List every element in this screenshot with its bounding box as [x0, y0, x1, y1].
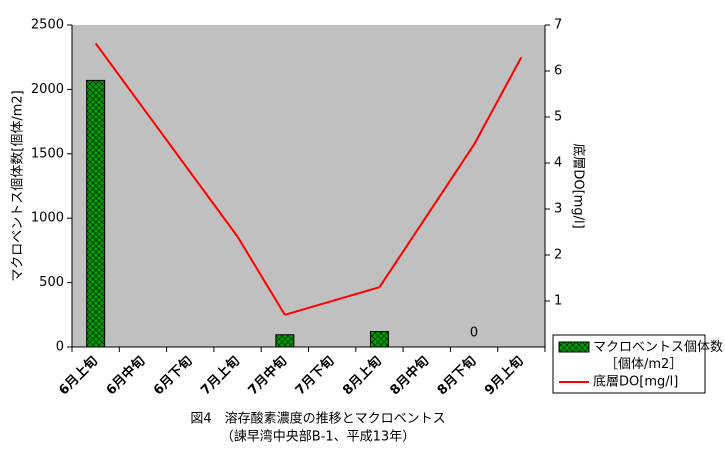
- bar: [369, 331, 389, 348]
- caption: （諫早湾中央部B-1、平成13年）: [221, 429, 415, 445]
- legend-label-line: ［個体/m2］: [605, 357, 682, 372]
- x-tick-label: 8月中旬: [387, 353, 432, 398]
- y2-tick-label: 1: [554, 294, 562, 309]
- x-tick-label: 8月上旬: [339, 353, 384, 398]
- legend-swatch: [558, 341, 590, 353]
- x-tick-label: 7月中旬: [245, 353, 290, 398]
- y-tick-label: 0: [56, 340, 64, 355]
- line-segment: [236, 236, 286, 316]
- x-tick-label: 6月上旬: [56, 353, 101, 398]
- y2-tick-label: 4: [554, 156, 562, 171]
- y-tick-label: 2500: [31, 18, 64, 33]
- y-tick-label: 500: [39, 275, 64, 290]
- legend-label-line: マクロベントス個体数: [593, 340, 723, 355]
- y-tick-label: 1500: [31, 146, 64, 161]
- line-segment: [284, 286, 380, 316]
- bar: [86, 79, 106, 348]
- x-tick-label: 6月中旬: [103, 353, 148, 398]
- x-tick-label: 7月下旬: [292, 353, 337, 398]
- x-tick-label: 6月下旬: [150, 353, 195, 398]
- line-segment: [473, 56, 523, 146]
- y2-tick-label: 5: [554, 110, 562, 125]
- x-tick-label: 9月上旬: [481, 353, 526, 398]
- plot-area: [72, 25, 545, 347]
- data-label: 0: [470, 326, 478, 341]
- line-segment: [378, 144, 475, 288]
- legend-label: 底層DO[mg/l]: [593, 374, 678, 390]
- line-segment: [94, 42, 239, 238]
- y2-tick-label: 6: [554, 64, 562, 79]
- x-tick-label: 8月下旬: [434, 353, 479, 398]
- y2-tick-label: 7: [554, 18, 562, 33]
- y2-tick-label: 2: [554, 248, 562, 263]
- y-axis-title: マクロベントス個体数[個体/m2]: [11, 90, 26, 281]
- x-tick-label: 7月上旬: [198, 353, 243, 398]
- caption: 図4 溶存酸素濃度の推移とマクロベントス: [190, 411, 445, 427]
- y-tick-label: 2000: [31, 82, 64, 97]
- bar: [275, 334, 295, 348]
- y2-tick-label: 3: [554, 202, 562, 217]
- legend-label: マクロベントス個体数 ［個体/m2］: [593, 340, 723, 372]
- y2-axis-title: 底層DO[mg/l]: [571, 143, 587, 228]
- y-tick-label: 1000: [31, 211, 64, 226]
